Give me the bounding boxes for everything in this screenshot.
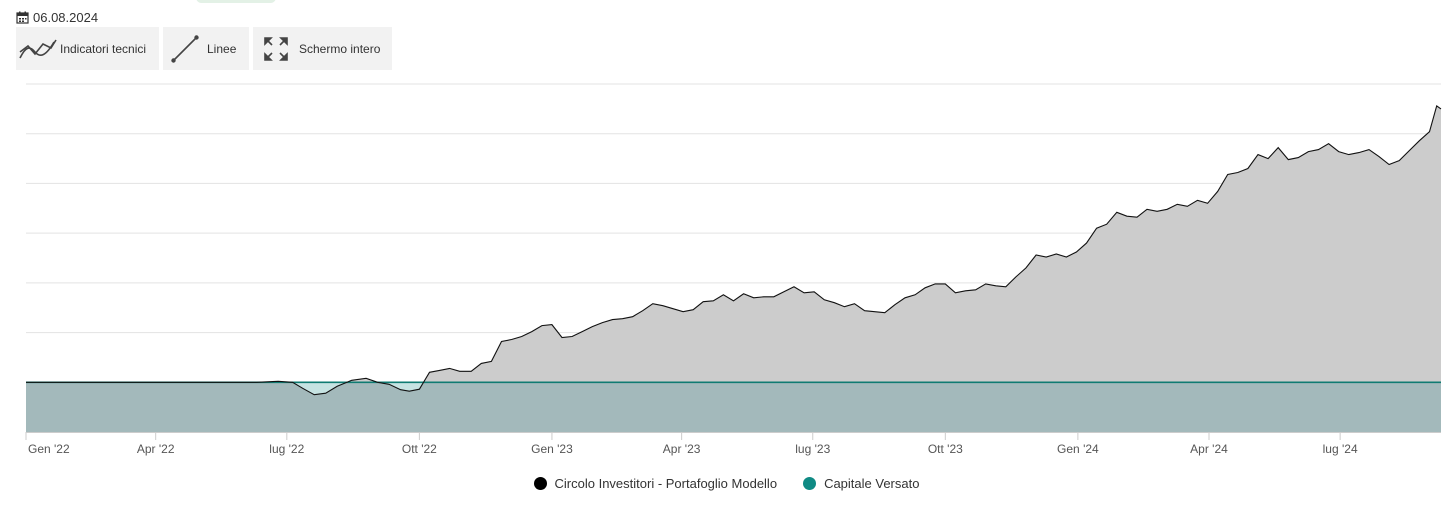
x-tick-label: Gen '22 (28, 442, 70, 456)
portfolio-line (26, 105, 1442, 396)
x-tick-label: lug '23 (795, 442, 830, 456)
x-tick-label: Gen '24 (1057, 442, 1099, 456)
indicators-icon (16, 36, 60, 62)
capital-legend-label: Capitale Versato (824, 476, 920, 491)
capital-area (26, 382, 1441, 432)
chart-legend: Circolo Investitori - Portafoglio Modell… (0, 476, 1453, 491)
fullscreen-button[interactable]: Schermo intero (253, 27, 392, 70)
x-tick-label: lug '24 (1323, 442, 1358, 456)
x-tick-label: Apr '22 (137, 442, 175, 456)
fullscreen-label: Schermo intero (299, 41, 381, 56)
line-tool-icon (163, 34, 207, 64)
legend-item-portfolio[interactable]: Circolo Investitori - Portafoglio Modell… (533, 476, 778, 491)
calendar-icon (16, 11, 29, 24)
chart-toolbar: Indicatori tecnici Linee Schermo intero (16, 27, 396, 70)
series-areas (26, 105, 1442, 433)
top-status-pill (196, 0, 276, 3)
x-tick-label: Apr '23 (663, 442, 701, 456)
capital-legend-marker (803, 477, 817, 490)
lines-label: Linee (207, 41, 237, 56)
technical-indicators-label: Indicatori tecnici (60, 41, 147, 56)
date-text: 06.08.2024 (33, 9, 99, 25)
legend-item-capital[interactable]: Capitale Versato (803, 476, 919, 491)
x-tick-label: Apr '24 (1190, 442, 1228, 456)
below-capital-area (26, 382, 424, 395)
x-tick-label: Gen '23 (531, 442, 573, 456)
x-tick-label: Ott '22 (402, 442, 437, 456)
portfolio-area (26, 105, 1441, 433)
x-tick-label: lug '22 (269, 442, 304, 456)
x-tick-label: Ott '23 (928, 442, 963, 456)
date-display: 06.08.2024 (16, 8, 98, 26)
technical-indicators-button[interactable]: Indicatori tecnici (16, 27, 159, 70)
lines-button[interactable]: Linee (163, 27, 249, 70)
portfolio-legend-label: Circolo Investitori - Portafoglio Modell… (554, 476, 778, 491)
x-axis: Gen '22 Apr '22 lug '22 Ott '22 Gen '23 Apr '… (25, 432, 1441, 456)
portfolio-legend-marker (533, 477, 547, 490)
fullscreen-icon (253, 36, 299, 62)
